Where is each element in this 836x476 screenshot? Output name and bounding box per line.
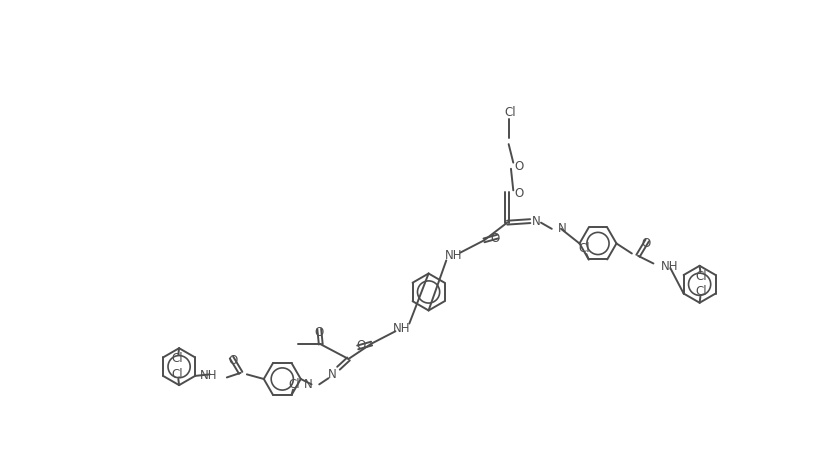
Text: NH: NH [445, 249, 462, 262]
Text: O: O [514, 187, 523, 200]
Text: NH: NH [200, 369, 217, 382]
Text: O: O [514, 160, 523, 173]
Text: Cl: Cl [695, 270, 706, 283]
Text: Cl: Cl [695, 286, 706, 298]
Text: O: O [228, 354, 237, 367]
Text: N: N [532, 215, 540, 228]
Text: Cl: Cl [171, 368, 182, 381]
Text: Cl: Cl [288, 377, 300, 391]
Text: NH: NH [392, 322, 410, 335]
Text: O: O [314, 326, 324, 338]
Text: N: N [304, 378, 313, 391]
Text: Cl: Cl [504, 106, 515, 119]
Text: Cl: Cl [171, 352, 182, 366]
Text: O: O [490, 231, 499, 245]
Text: NH: NH [660, 260, 678, 273]
Text: N: N [328, 368, 336, 381]
Text: O: O [356, 339, 365, 352]
Text: N: N [558, 222, 566, 235]
Text: O: O [640, 237, 650, 250]
Text: Cl: Cl [578, 242, 589, 255]
